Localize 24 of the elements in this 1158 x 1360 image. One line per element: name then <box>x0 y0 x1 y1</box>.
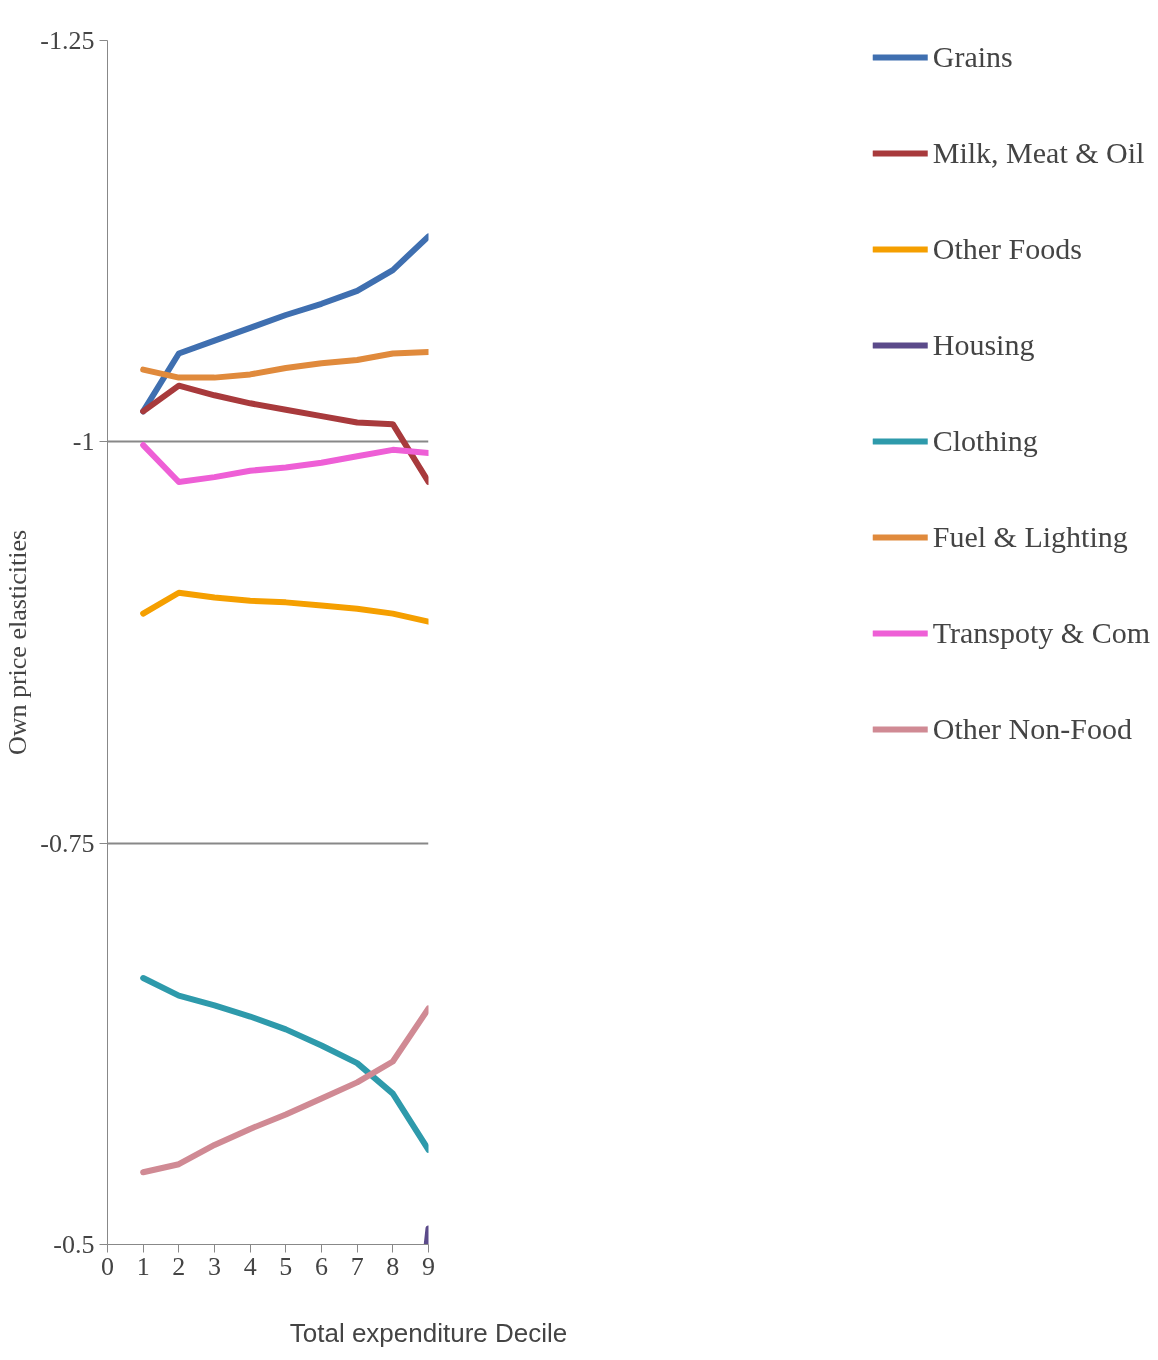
legend-label: Milk, Meat & Oil <box>932 136 1145 170</box>
y-axis-title: Own price elasticities <box>3 529 33 756</box>
y-tick-label: -0.5 <box>53 1230 95 1259</box>
x-tick-label: 1 <box>136 1251 150 1281</box>
y-tick-label: -0.75 <box>40 828 95 858</box>
legend-label: Other Foods <box>932 232 1083 266</box>
legend-label: Other Non-Food <box>932 712 1132 746</box>
x-axis-title: Total expenditure Decile <box>289 1317 568 1348</box>
x-tick-label: 7 <box>350 1251 364 1281</box>
legend-label: Housing <box>932 328 1036 362</box>
x-tick-label: 3 <box>208 1251 221 1281</box>
x-tick-label: 8 <box>386 1251 400 1281</box>
legend-label: Clothing <box>932 424 1039 458</box>
legend-label: Transpoty & Com <box>932 616 1150 650</box>
y-tick-label: -1.25 <box>40 26 95 55</box>
x-tick-label: 6 <box>315 1251 328 1281</box>
x-tick-label: 2 <box>172 1251 186 1281</box>
x-tick-label: 0 <box>101 1251 114 1281</box>
legend-label: Fuel & Lighting <box>932 520 1128 554</box>
legend-label: Grains <box>932 40 1014 74</box>
y-tick-label: -1 <box>72 427 95 457</box>
x-tick-label: 5 <box>279 1251 293 1281</box>
x-tick-label: 9 <box>422 1251 435 1281</box>
x-tick-label: 4 <box>243 1251 257 1281</box>
